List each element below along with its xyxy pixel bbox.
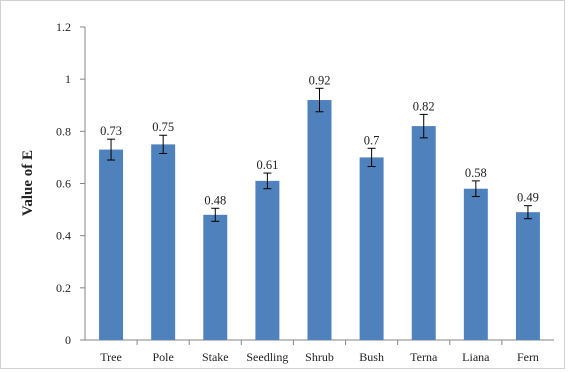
x-tick-label: Stake [202, 350, 229, 364]
bar-pole [151, 144, 176, 340]
y-axis-ticks: 0 0.2 0.4 0.6 0.8 1 1.2 [56, 20, 85, 347]
bar-shrub [307, 100, 332, 341]
y-tick-label: 0 [65, 333, 71, 347]
data-label: 0.49 [517, 191, 539, 205]
y-tick-label: 1.2 [56, 20, 71, 34]
data-label: 0.48 [204, 193, 226, 207]
x-tick-label: Shrub [305, 350, 334, 364]
bar-stake [203, 214, 228, 340]
data-label: 0.73 [100, 124, 122, 138]
x-axis-ticks: Tree Pole Stake Seedling Shrub Bush Terna Liana… [100, 340, 539, 364]
y-tick-label: 0.8 [56, 124, 71, 138]
x-tick-label: Bush [359, 350, 384, 364]
x-tick-label: Tree [100, 350, 122, 364]
data-label: 0.82 [413, 99, 435, 113]
y-tick-label: 1 [65, 72, 71, 86]
y-tick-label: 0.2 [56, 281, 71, 295]
bar-fern [515, 212, 540, 340]
x-tick-label: Terna [410, 350, 438, 364]
data-label: 0.75 [152, 120, 174, 134]
x-tick-label: Liana [462, 350, 490, 364]
data-label: 0.58 [465, 166, 487, 180]
data-label: 0.61 [256, 158, 278, 172]
data-label: 0.92 [309, 73, 331, 87]
y-axis-label: Value of E [20, 150, 36, 216]
bar-liana [463, 188, 488, 340]
bar-bush [359, 157, 384, 340]
bar-tree [99, 149, 124, 340]
y-tick-label: 0.4 [56, 229, 71, 243]
bars: 0.73 0.75 0.48 0.61 0.92 0.7 0.82 0.58 0.49 [99, 73, 540, 341]
bar-seedling [255, 180, 280, 340]
y-tick-label: 0.6 [56, 177, 71, 191]
bar-terna [411, 126, 436, 340]
x-tick-label: Fern [517, 350, 539, 364]
x-tick-label: Seedling [246, 350, 288, 364]
data-label: 0.7 [364, 133, 380, 147]
x-tick-label: Pole [152, 350, 173, 364]
